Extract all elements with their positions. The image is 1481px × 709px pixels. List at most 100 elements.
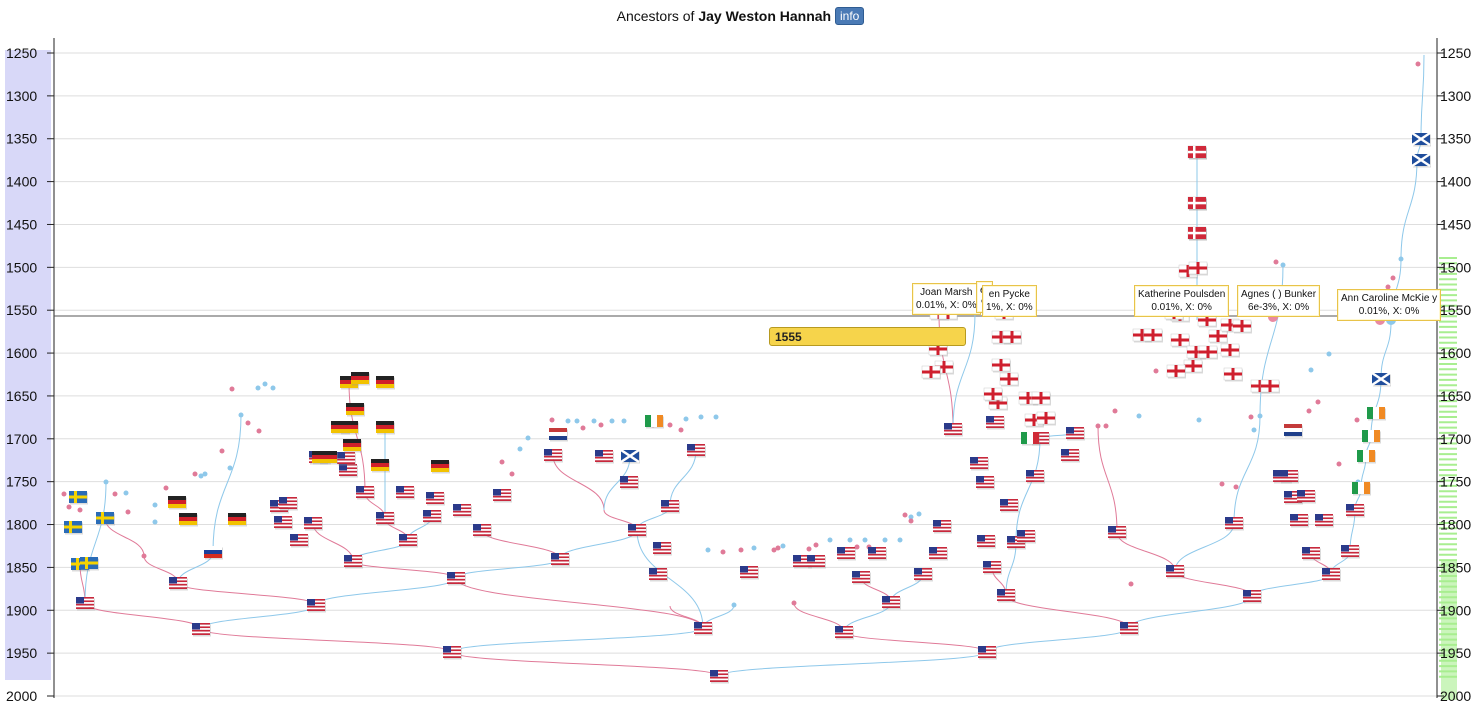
usa-flag-icon[interactable]	[304, 517, 323, 531]
female-ancestor-dot[interactable]	[902, 512, 908, 518]
germany-flag-icon[interactable]	[319, 451, 338, 465]
usa-flag-icon[interactable]	[1243, 590, 1262, 604]
usa-flag-icon[interactable]	[1007, 536, 1026, 550]
female-ancestor-dot[interactable]	[1390, 275, 1396, 281]
usa-flag-icon[interactable]	[1120, 622, 1139, 636]
usa-flag-icon[interactable]	[944, 423, 963, 437]
male-ancestor-dot[interactable]	[1196, 417, 1202, 423]
usa-flag-icon[interactable]	[649, 568, 668, 582]
female-ancestor-dot[interactable]	[66, 504, 72, 510]
denmark-flag-icon[interactable]	[1188, 227, 1207, 241]
male-ancestor-dot[interactable]	[1136, 413, 1142, 419]
usa-flag-icon[interactable]	[396, 486, 415, 500]
male-ancestor-dot[interactable]	[574, 418, 580, 424]
germany-flag-icon[interactable]	[228, 513, 247, 527]
usa-flag-icon[interactable]	[426, 492, 445, 506]
female-ancestor-dot[interactable]	[1354, 417, 1360, 423]
female-ancestor-dot[interactable]	[141, 553, 147, 559]
germany-flag-icon[interactable]	[376, 421, 395, 435]
germany-flag-icon[interactable]	[371, 459, 390, 473]
female-ancestor-dot[interactable]	[192, 471, 198, 477]
male-ancestor-dot[interactable]	[908, 514, 914, 520]
female-ancestor-dot[interactable]	[1219, 481, 1225, 487]
male-ancestor-dot[interactable]	[705, 547, 711, 553]
usa-flag-icon[interactable]	[1346, 504, 1365, 518]
usa-flag-icon[interactable]	[1290, 514, 1309, 528]
england-flag-icon[interactable]	[1188, 261, 1208, 276]
usa-flag-icon[interactable]	[447, 572, 466, 586]
male-ancestor-dot[interactable]	[1257, 413, 1263, 419]
female-ancestor-dot[interactable]	[549, 417, 555, 423]
male-ancestor-dot[interactable]	[525, 435, 531, 441]
germany-flag-icon[interactable]	[168, 496, 187, 510]
usa-flag-icon[interactable]	[983, 561, 1002, 575]
ancestor-flags[interactable]	[64, 131, 1431, 684]
scotland-flag-icon[interactable]	[620, 448, 640, 464]
usa-flag-icon[interactable]	[661, 500, 680, 514]
female-ancestor-dot[interactable]	[806, 546, 812, 552]
female-ancestor-dot[interactable]	[738, 547, 744, 553]
usa-flag-icon[interactable]	[687, 444, 706, 458]
female-ancestor-dot[interactable]	[771, 547, 777, 553]
female-ancestor-dot[interactable]	[1315, 399, 1321, 405]
usa-flag-icon[interactable]	[740, 566, 759, 580]
denmark-flag-icon[interactable]	[1188, 197, 1207, 211]
usa-flag-icon[interactable]	[986, 416, 1005, 430]
male-ancestor-dot[interactable]	[1308, 367, 1314, 373]
female-ancestor-dot[interactable]	[1336, 461, 1342, 467]
female-ancestor-dot[interactable]	[908, 518, 914, 524]
england-flag-icon[interactable]	[1143, 328, 1163, 343]
male-ancestor-dot[interactable]	[591, 418, 597, 424]
england-flag-icon[interactable]	[999, 372, 1019, 387]
usa-flag-icon[interactable]	[339, 464, 358, 478]
male-ancestor-dot[interactable]	[847, 537, 853, 543]
female-ancestor-dot[interactable]	[1385, 284, 1391, 290]
usa-flag-icon[interactable]	[997, 589, 1016, 603]
usa-flag-icon[interactable]	[933, 520, 952, 534]
usa-flag-icon[interactable]	[852, 571, 871, 585]
germany-flag-icon[interactable]	[431, 460, 450, 474]
denmark-flag-icon[interactable]	[1188, 146, 1207, 160]
germany-flag-icon[interactable]	[343, 439, 362, 453]
male-ancestor-dot[interactable]	[227, 465, 233, 471]
usa-flag-icon[interactable]	[274, 516, 293, 530]
usa-flag-icon[interactable]	[356, 486, 375, 500]
female-ancestor-dot[interactable]	[1103, 423, 1109, 429]
usa-flag-icon[interactable]	[1297, 490, 1316, 504]
female-ancestor-dot[interactable]	[1415, 61, 1421, 67]
russia-flag-icon[interactable]	[204, 546, 223, 560]
england-flag-icon[interactable]	[1036, 411, 1056, 426]
usa-flag-icon[interactable]	[1061, 449, 1080, 463]
male-ancestor-dot[interactable]	[517, 446, 523, 452]
info-button[interactable]: info	[835, 7, 865, 25]
netherlands-flag-icon[interactable]	[549, 428, 568, 442]
male-ancestor-dot[interactable]	[565, 418, 571, 424]
female-ancestor-dot[interactable]	[775, 545, 781, 551]
male-ancestor-dot[interactable]	[882, 537, 888, 543]
male-ancestor-dot[interactable]	[731, 602, 737, 608]
usa-flag-icon[interactable]	[628, 524, 647, 538]
female-ancestor-dot[interactable]	[245, 420, 251, 426]
usa-flag-icon[interactable]	[192, 623, 211, 637]
england-flag-icon[interactable]	[1220, 343, 1240, 358]
female-ancestor-dot[interactable]	[61, 491, 67, 497]
male-ancestor-dot[interactable]	[862, 537, 868, 543]
usa-flag-icon[interactable]	[1322, 568, 1341, 582]
usa-flag-icon[interactable]	[453, 504, 472, 518]
sweden-flag-icon[interactable]	[80, 557, 99, 571]
male-ancestor-dot[interactable]	[621, 418, 627, 424]
female-ancestor-dot[interactable]	[77, 507, 83, 513]
usa-flag-icon[interactable]	[290, 534, 309, 548]
female-ancestor-dot[interactable]	[1306, 408, 1312, 414]
england-flag-icon[interactable]	[1183, 359, 1203, 374]
female-ancestor-dot[interactable]	[1248, 414, 1254, 420]
usa-flag-icon[interactable]	[835, 626, 854, 640]
england-flag-icon[interactable]	[928, 342, 948, 357]
usa-flag-icon[interactable]	[376, 512, 395, 526]
male-ancestor-dot[interactable]	[698, 414, 704, 420]
usa-flag-icon[interactable]	[978, 646, 997, 660]
usa-flag-icon[interactable]	[279, 497, 298, 511]
england-flag-icon[interactable]	[991, 358, 1011, 373]
england-flag-icon[interactable]	[1031, 391, 1051, 406]
germany-flag-icon[interactable]	[351, 372, 370, 386]
